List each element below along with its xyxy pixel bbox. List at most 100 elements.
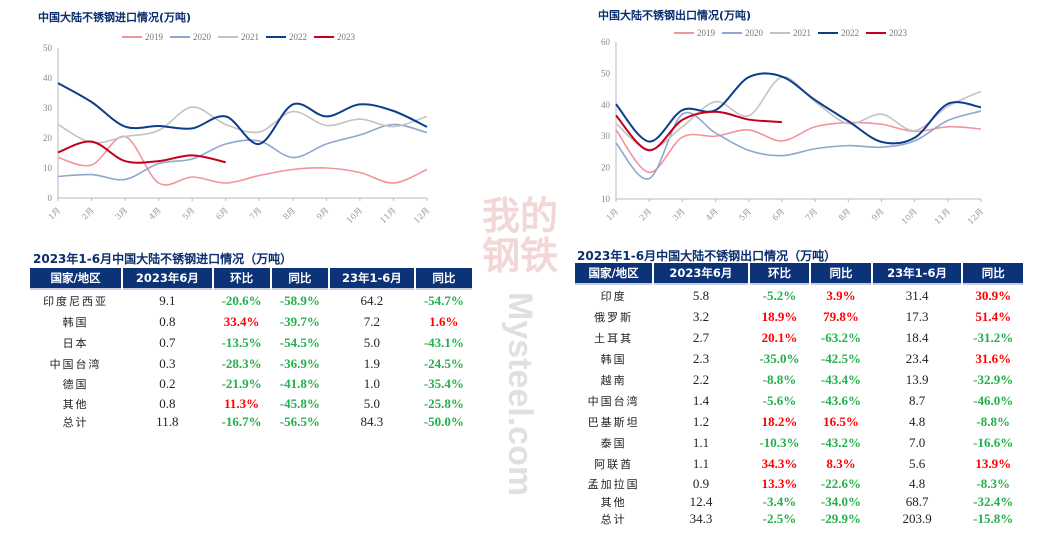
- export-table-title: 2023年1-6月中国大陆不锈钢出口情况（万吨）: [577, 249, 837, 263]
- value-cell: -32.9%: [973, 371, 1014, 387]
- value-cell: -43.6%: [820, 392, 861, 408]
- value-cell: -43.1%: [423, 334, 464, 350]
- value-cell: 18.4: [905, 329, 929, 345]
- value-cell: 203.9: [902, 510, 932, 526]
- x-tick-label: 10月: [900, 207, 919, 226]
- series-line-2021: [57, 106, 428, 144]
- legend-label-2022: 2022: [289, 32, 307, 42]
- table-row: 印度尼西亚 9.1 -20.6% -58.9% 64.2 -54.7%: [30, 290, 472, 311]
- value-cell: 7.2: [363, 313, 380, 329]
- x-tick-label: 5月: [737, 207, 753, 223]
- value-cell: 5.6: [908, 455, 926, 471]
- x-tick-label: 4月: [147, 206, 163, 222]
- value-cell: -56.5%: [279, 413, 320, 429]
- value-cell: 30.9%: [975, 287, 1012, 303]
- value-cell: 7.0: [908, 434, 926, 450]
- y-tick-label: 20: [43, 133, 53, 143]
- value-cell: 1.0: [363, 376, 380, 391]
- value-cell: 79.8%: [823, 308, 859, 324]
- column-header: 环比: [213, 268, 270, 290]
- x-tick-label: 9月: [870, 207, 886, 223]
- value-cell: -41.8%: [279, 376, 320, 391]
- value-cell: 51.4%: [975, 308, 1012, 324]
- value-cell: 5.0: [363, 334, 380, 350]
- value-cell: 3.2: [692, 308, 710, 324]
- value-cell: 34.3: [689, 510, 713, 526]
- legend-label-2023: 2023: [889, 28, 908, 38]
- value-cell: 0.3: [159, 355, 176, 371]
- value-cell: -43.2%: [820, 434, 861, 450]
- value-cell: 9.1: [159, 292, 176, 308]
- value-cell: 8.7: [908, 392, 926, 408]
- value-cell: -39.7%: [279, 313, 320, 329]
- value-cell: -8.8%: [762, 371, 797, 387]
- value-cell: 3.9%: [826, 287, 856, 303]
- series-line-2019: [57, 135, 428, 186]
- value-cell: -54.5%: [279, 334, 320, 350]
- y-tick-label: 0: [48, 193, 53, 203]
- country-cell: 土耳其: [594, 331, 634, 345]
- x-tick-label: 4月: [704, 207, 720, 223]
- value-cell: 2.2: [692, 371, 710, 387]
- country-cell: 孟加拉国: [587, 477, 640, 491]
- y-tick-label: 20: [601, 163, 611, 173]
- value-cell: -20.6%: [221, 292, 262, 308]
- value-cell: -31.2%: [973, 329, 1014, 345]
- value-cell: 13.9: [905, 371, 929, 387]
- legend-label-2021: 2021: [241, 32, 259, 42]
- x-tick-label: 5月: [181, 206, 197, 222]
- x-tick-label: 12月: [966, 207, 985, 226]
- value-cell: 84.3: [360, 413, 384, 429]
- x-tick-label: 8月: [837, 207, 853, 223]
- value-cell: 1.1: [692, 455, 710, 471]
- x-tick-label: 7月: [804, 207, 820, 223]
- country-cell: 韩国: [62, 315, 89, 329]
- column-header: 国家/地区: [575, 263, 653, 285]
- legend-label-2019: 2019: [697, 28, 716, 38]
- export-chart-title: 中国大陆不锈钢出口情况(万吨): [598, 9, 752, 22]
- y-tick-label: 10: [43, 163, 53, 173]
- country-cell: 中国台湾: [587, 394, 640, 408]
- value-cell: -21.9%: [221, 376, 262, 391]
- watermark-logo: 我的 钢铁: [482, 194, 559, 278]
- value-cell: -54.7%: [423, 292, 464, 308]
- value-cell: -45.8%: [279, 395, 320, 411]
- series-line-2021: [615, 76, 982, 151]
- value-cell: 1.2: [692, 413, 710, 429]
- value-cell: 31.4: [905, 287, 929, 303]
- value-cell: 34.3%: [761, 455, 798, 471]
- series-line-2020: [57, 123, 428, 181]
- x-tick-label: 7月: [248, 206, 264, 222]
- country-cell: 泰国: [600, 436, 627, 450]
- value-cell: 1.9: [363, 355, 380, 371]
- column-header: 23年1-6月: [329, 268, 414, 290]
- country-cell: 俄罗斯: [594, 310, 634, 324]
- table-row: 印度 5.8 -5.2% 3.9% 31.4 30.9%: [575, 285, 1023, 306]
- legend-label-2022: 2022: [841, 28, 859, 38]
- value-cell: 5.8: [692, 287, 710, 303]
- y-tick-label: 30: [601, 131, 611, 141]
- value-cell: -24.5%: [423, 355, 464, 371]
- table-row: 其他 0.8 11.3% -45.8% 5.0 -25.8%: [30, 394, 472, 413]
- x-tick-label: 3月: [114, 206, 130, 222]
- table-row: 越南 2.2 -8.8% -43.4% 13.9 -32.9%: [575, 369, 1023, 390]
- value-cell: 4.8: [908, 413, 926, 429]
- legend-label-2020: 2020: [745, 28, 764, 38]
- series-line-2023: [57, 140, 226, 164]
- column-header: 2023年6月: [123, 268, 212, 290]
- value-cell: -29.9%: [820, 510, 861, 526]
- value-cell: -10.3%: [759, 434, 800, 450]
- legend-label-2021: 2021: [793, 28, 811, 38]
- value-cell: -3.4%: [762, 493, 797, 509]
- value-cell: 0.8: [159, 313, 176, 329]
- table-row: 总计 34.3 -2.5% -29.9% 203.9 -15.8%: [575, 510, 1023, 527]
- country-cell: 总计: [62, 415, 89, 429]
- value-cell: -5.6%: [762, 392, 797, 408]
- table-row: 韩国 2.3 -35.0% -42.5% 23.4 31.6%: [575, 348, 1023, 369]
- column-header: 2023年6月: [654, 263, 748, 285]
- y-tick-label: 50: [601, 68, 611, 78]
- table-row: 巴基斯坦 1.2 18.2% 16.5% 4.8 -8.8%: [575, 411, 1023, 432]
- value-cell: -46.0%: [973, 392, 1014, 408]
- table-row: 日本 0.7 -13.5% -54.5% 5.0 -43.1%: [30, 332, 472, 353]
- value-cell: 8.3%: [826, 455, 856, 471]
